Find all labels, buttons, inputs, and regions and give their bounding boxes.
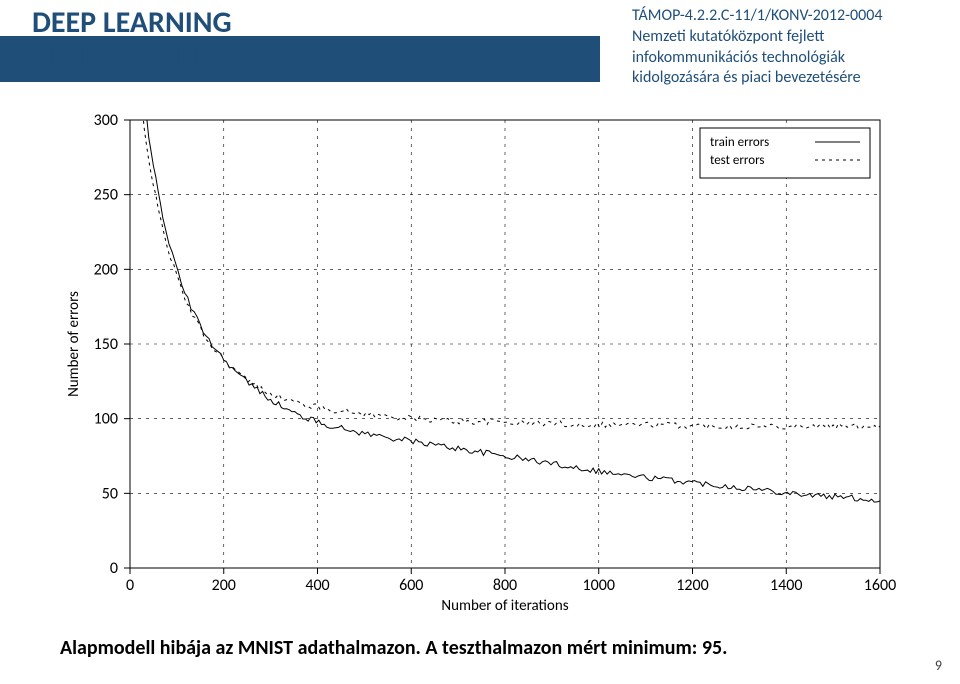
title-line-2: ALAPMODELL [32, 39, 202, 76]
svg-text:0: 0 [126, 576, 134, 595]
title-line-1: DEEP LEARNING [32, 4, 232, 41]
svg-text:600: 600 [399, 576, 423, 595]
svg-text:800: 800 [493, 576, 517, 595]
grant-code: TÁMOP-4.2.2.C-11/1/KONV-2012-0004 [632, 6, 882, 25]
svg-text:test errors: test errors [710, 153, 765, 168]
caption: Alapmodell hibája az MNIST adathalmazon.… [60, 636, 727, 660]
svg-text:1000: 1000 [583, 576, 615, 595]
svg-text:Number of errors: Number of errors [65, 291, 83, 397]
slide-title: DEEP LEARNING ALAPMODELL [32, 6, 232, 75]
grant-block: TÁMOP-4.2.2.C-11/1/KONV-2012-0004 Nemzet… [632, 6, 932, 89]
svg-text:train errors: train errors [710, 135, 769, 150]
svg-text:150: 150 [94, 335, 118, 354]
svg-text:Number of iterations: Number of iterations [441, 597, 568, 615]
svg-text:1600: 1600 [864, 576, 896, 595]
svg-text:1400: 1400 [770, 576, 802, 595]
chart-svg: 0 200 400 600 800 1000 1200 1400 1600 0 50 100 150 20… [60, 110, 900, 620]
grant-desc: Nemzeti kutatóközpont fejlett infokommun… [632, 27, 861, 88]
svg-text:300: 300 [94, 111, 118, 130]
svg-text:50: 50 [102, 484, 118, 503]
svg-text:200: 200 [212, 576, 236, 595]
svg-text:250: 250 [94, 186, 118, 205]
svg-text:100: 100 [94, 410, 118, 429]
slide-header: DEEP LEARNING ALAPMODELL TÁMOP-4.2.2.C-1… [0, 0, 960, 96]
svg-text:200: 200 [94, 260, 118, 279]
svg-text:400: 400 [305, 576, 329, 595]
svg-text:1200: 1200 [676, 576, 708, 595]
page-number: 9 [935, 657, 942, 674]
error-chart: 0 200 400 600 800 1000 1200 1400 1600 0 50 100 150 20… [60, 110, 900, 620]
svg-text:0: 0 [110, 559, 118, 578]
